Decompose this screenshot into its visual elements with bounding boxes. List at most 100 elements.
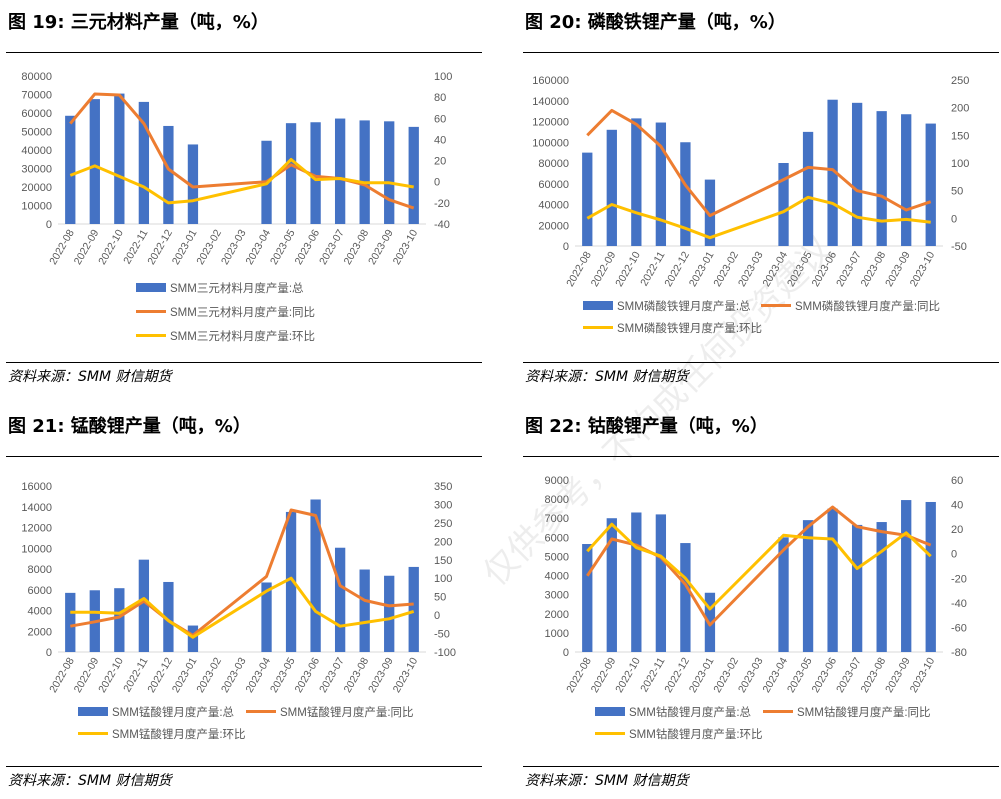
left-axis-tick-label: 40000: [21, 145, 52, 157]
right-axis-tick-label: 0: [434, 610, 440, 622]
bar: [827, 99, 838, 247]
bar: [408, 126, 419, 224]
mom-line: [69, 158, 414, 205]
legend-swatch-bar: [78, 707, 108, 716]
figure-21-chart: 0200040006000800010000120001400016000-10…: [21, 481, 456, 741]
mom-line: [70, 576, 415, 639]
left-axis-tick-label: 2000: [28, 626, 52, 638]
right-axis-tick-label: 0: [434, 177, 440, 189]
right-axis-tick-label: 80: [434, 92, 446, 104]
bar: [827, 508, 838, 652]
top-rule: [6, 52, 482, 53]
left-axis-tick-label: 0: [563, 647, 569, 659]
figure-19-source: 资料来源：SMM 财信期货: [8, 369, 172, 385]
right-axis-tick-label: 0: [951, 549, 957, 561]
figure-21-source: 资料来源：SMM 财信期货: [8, 773, 172, 789]
left-axis-tick-label: 60000: [538, 179, 569, 191]
right-axis-tick-label: 60: [434, 113, 446, 125]
bar: [65, 115, 76, 224]
right-axis-tick-label: 50: [434, 592, 446, 604]
bar: [163, 125, 174, 224]
figure-20-chart: 0 20000 40000 60000 80000 100000 120000 140000 1…: [532, 75, 969, 335]
figure-20-panel: 图 20: 磷酸铁锂产量（吨，%） 0 20000 40000 60000 80000 1…: [523, 0, 999, 386]
yoy-line: [70, 508, 414, 637]
bar: [901, 500, 912, 652]
figure-20-source: 资料来源：SMM 财信期货: [525, 369, 689, 385]
legend-label: SMM锰酸锂月度产量:总: [112, 705, 235, 719]
bar: [359, 120, 370, 224]
bar: [925, 501, 936, 652]
right-axis-tick-label: 0: [951, 213, 957, 225]
figure-22-panel: 图 22: 钴酸锂产量（吨，%） 0 1000 2000 3000 4000 5000 60…: [523, 404, 999, 790]
legend-swatch-bar: [136, 283, 166, 292]
left-axis-tick-label: 40000: [538, 200, 569, 212]
bar: [138, 559, 150, 652]
bar: [606, 518, 617, 652]
bar: [408, 566, 419, 652]
bar: [606, 129, 617, 246]
top-rule: [6, 456, 482, 457]
figure-22-chart: 0 1000 2000 3000 4000 5000 6000 7000 8000 9000 -80…: [545, 475, 967, 741]
left-axis-tick-label: 10000: [21, 543, 52, 555]
legend-label: SMM三元材料月度产量:总: [170, 281, 304, 295]
left-axis-tick-label: 1000: [545, 628, 569, 640]
right-axis-tick-label: -50: [951, 241, 967, 253]
right-axis-tick-label: 20: [434, 156, 446, 168]
bar: [901, 114, 912, 246]
left-axis-tick-label: 9000: [545, 475, 569, 487]
yoy-line: [586, 108, 932, 218]
yoy-line: [586, 505, 932, 627]
left-axis-tick-label: 12000: [21, 523, 52, 535]
legend-label: SMM磷酸铁锂月度产量:总: [617, 299, 751, 313]
left-axis-tick-label: 7000: [545, 513, 569, 525]
bar: [310, 122, 321, 224]
bar: [89, 99, 100, 224]
left-axis-tick-label: 6000: [545, 532, 569, 544]
bar: [704, 179, 716, 246]
bar: [631, 512, 642, 652]
bar: [655, 514, 667, 652]
left-axis-tick-label: 0: [46, 219, 52, 231]
right-axis-tick-label: 40: [434, 134, 446, 146]
right-axis-tick-label: 300: [434, 499, 452, 511]
right-axis-tick-label: 200: [951, 103, 969, 115]
bar: [334, 547, 346, 652]
left-axis-tick-label: 50000: [21, 127, 52, 139]
right-axis-tick-label: -20: [951, 573, 967, 585]
bar: [138, 101, 150, 224]
left-axis-tick-label: 30000: [21, 164, 52, 176]
right-axis-tick-label: 60: [951, 475, 963, 487]
top-rule: [523, 456, 999, 457]
left-axis-tick-label: 3000: [545, 590, 569, 602]
figure-20-title: 图 20: 磷酸铁锂产量（吨，%）: [525, 12, 786, 33]
left-axis-tick-label: 2000: [545, 609, 569, 621]
left-axis-tick-label: 160000: [532, 75, 569, 87]
bar: [163, 581, 174, 652]
bar: [631, 118, 642, 246]
mom-line: [586, 522, 932, 611]
bar: [359, 569, 370, 652]
right-axis-tick-label: 150: [434, 555, 452, 567]
bar: [582, 544, 593, 652]
bar: [655, 122, 667, 246]
bar: [285, 123, 297, 224]
bar: [334, 118, 346, 224]
bar: [876, 522, 887, 652]
bar: [802, 131, 814, 246]
right-axis-tick-label: 200: [434, 536, 452, 548]
right-axis-tick-label: 40: [951, 500, 963, 512]
bar: [778, 163, 789, 246]
bar: [680, 142, 691, 246]
right-axis-tick-label: -60: [951, 622, 967, 634]
legend-label: SMM锰酸锂月度产量:同比: [280, 705, 414, 719]
figure-21-panel: 图 21: 锰酸锂产量（吨，%） 0 2000 4000 6000 8000 10000 1…: [6, 404, 482, 790]
left-axis-tick-label: 6000: [28, 585, 52, 597]
right-axis-tick-label: 50: [951, 186, 963, 198]
left-axis-tick-label: 14000: [21, 502, 52, 514]
bar: [582, 152, 593, 246]
bar: [114, 93, 125, 224]
figure-22-title: 图 22: 钴酸锂产量（吨，%）: [525, 416, 768, 437]
bar: [285, 511, 297, 652]
legend-swatch-bar: [583, 301, 613, 310]
left-axis-tick-label: 4000: [28, 606, 52, 618]
